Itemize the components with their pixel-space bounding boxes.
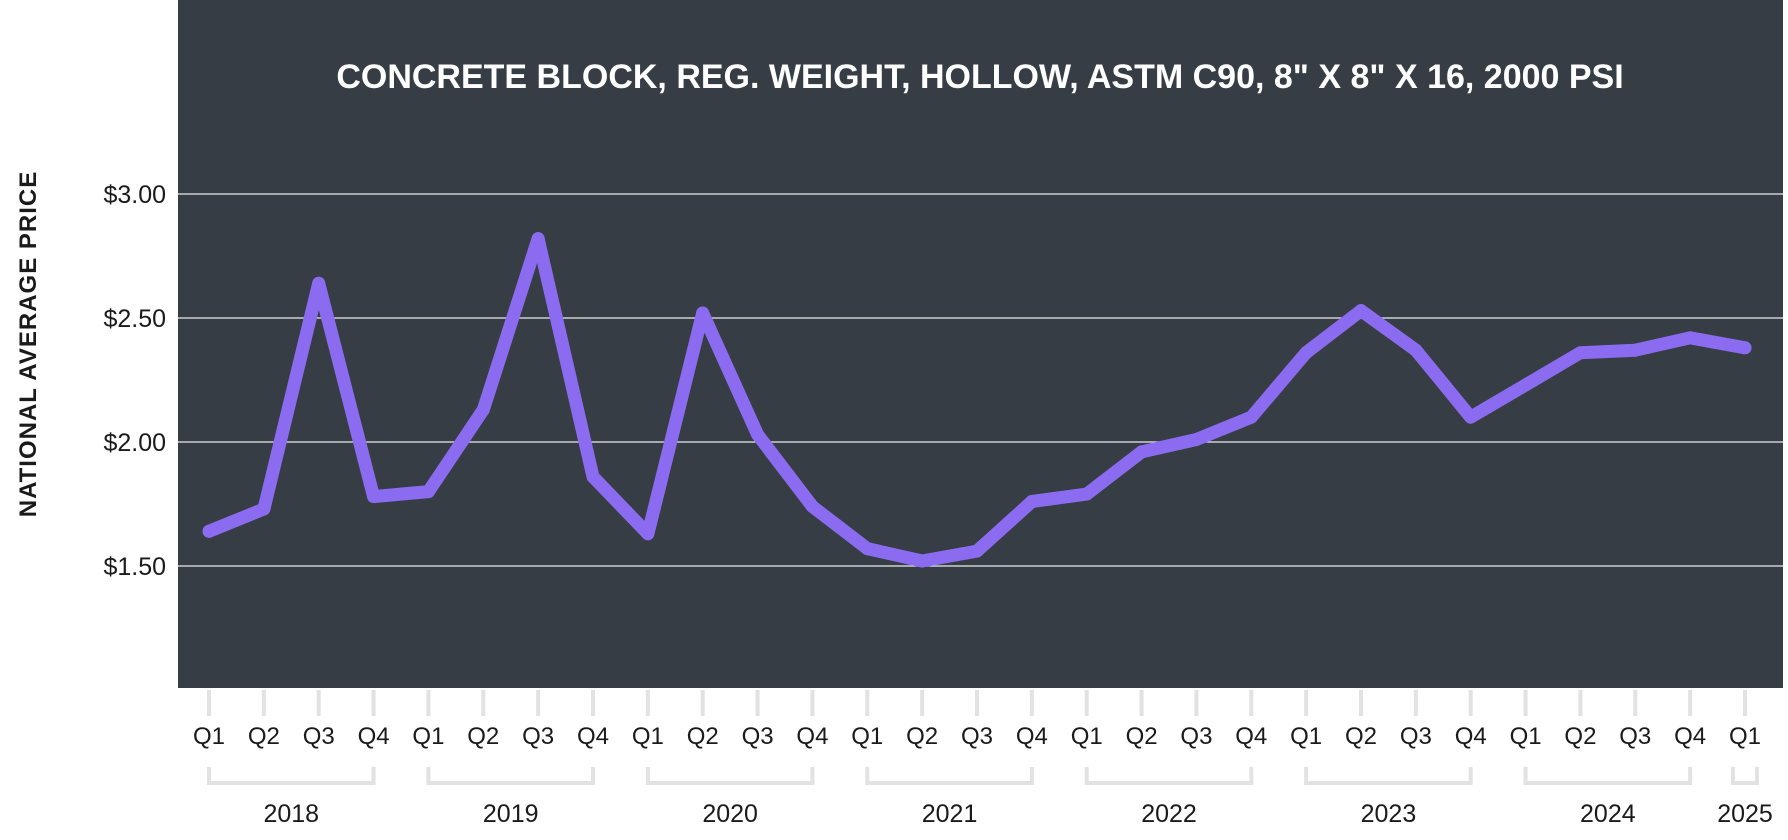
x-tick-label: Q4 [1016, 723, 1048, 750]
chart-title: CONCRETE BLOCK, REG. WEIGHT, HOLLOW, AST… [336, 58, 1623, 96]
plot-background [178, 0, 1783, 688]
y-axis-ticks: $3.00 $2.50 $2.00 $1.50 [103, 181, 166, 581]
x-tick-label: Q2 [906, 723, 938, 750]
data-point [1573, 346, 1587, 360]
x-axis-ticks: Q1 Q2 Q3 Q4 Q1 Q2 Q3 Q4 Q1 Q2 Q3 Q4 Q1 Q2 Q3 Q4 Q1 Q2 Q3 Q4… [193, 690, 1761, 750]
x-tick-label: Q2 [687, 723, 719, 750]
data-point [751, 428, 765, 442]
data-point [1025, 495, 1039, 509]
x-tick-label: Q3 [1619, 723, 1651, 750]
data-point [476, 403, 490, 417]
x-tick-label: Q3 [522, 723, 554, 750]
y-tick-label: $1.50 [103, 553, 166, 581]
data-point [1080, 487, 1094, 501]
x-tick-label: Q3 [1400, 723, 1432, 750]
year-label: 2019 [483, 800, 539, 828]
x-tick-label: Q4 [1235, 723, 1267, 750]
data-point [1354, 304, 1368, 318]
x-tick-label: Q4 [358, 723, 390, 750]
x-tick-label: Q2 [1564, 723, 1596, 750]
year-bracket [645, 767, 815, 785]
x-tick-label: Q3 [1180, 723, 1212, 750]
data-point [1519, 378, 1533, 392]
x-tick-label: Q1 [1510, 723, 1542, 750]
gridlines [178, 193, 1783, 567]
x-tick-label: Q1 [412, 723, 444, 750]
data-point [202, 524, 216, 538]
series-line [202, 232, 1752, 568]
year-bracket [1731, 767, 1759, 785]
data-point [1135, 445, 1149, 459]
x-tick-label: Q2 [1345, 723, 1377, 750]
data-point [915, 554, 929, 568]
x-tick-label: Q4 [1455, 723, 1487, 750]
data-point [1683, 331, 1697, 345]
x-tick-label: Q2 [467, 723, 499, 750]
data-point [805, 499, 819, 513]
x-tick-label: Q3 [303, 723, 335, 750]
year-label: 2023 [1361, 800, 1417, 828]
data-point [421, 485, 435, 499]
y-tick-label: $3.00 [103, 181, 166, 209]
x-tick-label: Q2 [1126, 723, 1158, 750]
year-bracket [1523, 767, 1693, 785]
year-bracket [865, 767, 1034, 785]
x-tick-label: Q1 [1071, 723, 1103, 750]
data-point [531, 232, 545, 246]
x-tick-label: Q1 [193, 723, 225, 750]
y-axis-label: NATIONAL AVERAGE PRICE [15, 171, 42, 517]
year-bracket [426, 767, 595, 785]
year-label: 2025 [1717, 800, 1773, 828]
x-tick-label: Q3 [742, 723, 774, 750]
x-tick-label: Q4 [1674, 723, 1706, 750]
y-tick-label: $2.00 [103, 429, 166, 457]
year-label: 2021 [922, 800, 978, 828]
year-bracket [207, 767, 376, 785]
x-tick-label: Q1 [1729, 723, 1761, 750]
data-point [1244, 410, 1258, 424]
data-point [586, 470, 600, 484]
year-label: 2022 [1141, 800, 1197, 828]
data-point [1189, 433, 1203, 447]
x-tick-label: Q3 [961, 723, 993, 750]
year-bracket [1304, 767, 1473, 785]
year-bracket [1084, 767, 1254, 785]
x-tick-label: Q4 [796, 723, 828, 750]
year-groups: 2018 2019 2020 2021 2022 2023 2024 2025 [207, 767, 1773, 828]
data-point [312, 276, 326, 290]
y-tick-label: $2.50 [103, 305, 166, 333]
data-point [1738, 341, 1752, 355]
data-point [641, 527, 655, 541]
data-point [970, 544, 984, 558]
x-tick-label: Q1 [632, 723, 664, 750]
data-point [1409, 343, 1423, 357]
data-point [257, 502, 271, 516]
data-point [696, 306, 710, 320]
data-point [1464, 410, 1478, 424]
x-tick-label: Q1 [1290, 723, 1322, 750]
data-point [1628, 343, 1642, 357]
data-point [1299, 346, 1313, 360]
data-point [367, 490, 381, 504]
data-point [860, 542, 874, 556]
x-tick-label: Q2 [248, 723, 280, 750]
x-tick-label: Q4 [577, 723, 609, 750]
year-label: 2020 [702, 800, 758, 828]
year-label: 2024 [1580, 800, 1636, 828]
x-tick-label: Q1 [851, 723, 883, 750]
year-label: 2018 [263, 800, 319, 828]
